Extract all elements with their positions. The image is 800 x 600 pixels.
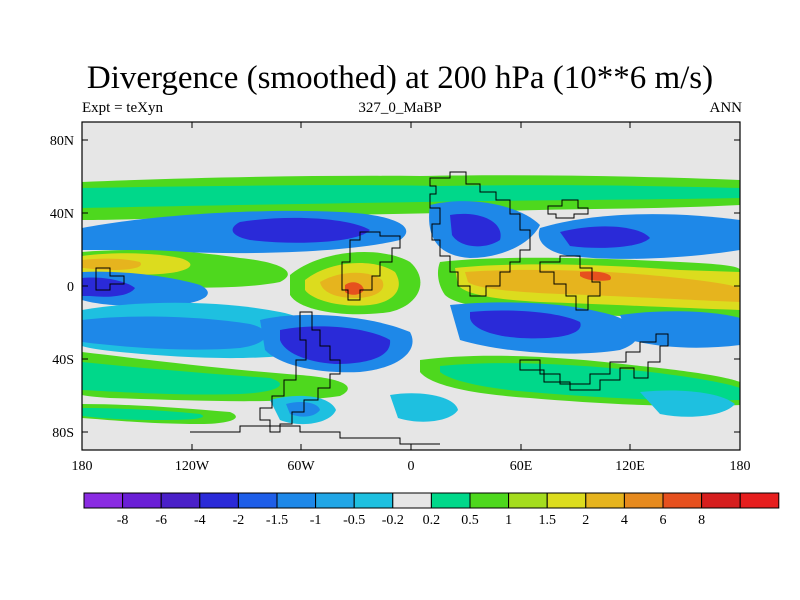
colorbar-label: -8 (117, 513, 129, 528)
colorbar-label: -0.2 (382, 513, 404, 528)
y-tick-0: 0 (67, 280, 74, 295)
season-label: ANN (709, 100, 743, 116)
y-tick-40s: 40S (52, 353, 74, 368)
colorbar-swatch (160, 492, 201, 509)
contour-indian-red (580, 271, 611, 281)
contour-north-neg-c-core (560, 226, 650, 248)
y-tick-80s: 80S (52, 426, 74, 441)
colorbar-label: -2 (233, 513, 245, 528)
colorbar-label: -1.5 (266, 513, 288, 528)
contour-south-neg-c-core (470, 310, 581, 339)
colorbar-label: 2 (582, 513, 589, 528)
contour-atlantic-pos-red (345, 282, 364, 295)
colorbar-swatch (237, 492, 278, 509)
experiment-label: Expt = teXyn (82, 100, 163, 116)
colorbar-label: 4 (621, 513, 628, 528)
colorbar-swatch (739, 492, 780, 509)
contour-indian-orange (465, 269, 740, 302)
colorbar-label: 6 (660, 513, 667, 528)
colorbar-swatch (546, 492, 587, 509)
colorbar-label: -0.5 (343, 513, 365, 528)
colorbar-label: -1 (310, 513, 322, 528)
continent-outlines (95, 171, 669, 445)
contour-south-neg-d (620, 311, 740, 348)
tick-marks (81, 122, 740, 450)
contour-equator-neg-core (82, 277, 135, 297)
y-tick-80n: 80N (50, 134, 74, 149)
contour-south-neg-a-mid (82, 316, 267, 350)
colorbar-swatch (122, 492, 162, 509)
colorbar (83, 492, 780, 509)
contour-far-south-green (82, 408, 204, 420)
colorbar-swatch (508, 492, 548, 509)
colorbar-label: 0.2 (423, 513, 441, 528)
colorbar-label: 8 (698, 513, 705, 528)
colorbar-label: 0.5 (461, 513, 479, 528)
contour-north-neg-a-core (232, 217, 370, 243)
colorbar-swatch (585, 492, 625, 509)
colorbar-swatch (623, 492, 664, 509)
divergence-field (82, 122, 740, 450)
contour-north-weakpos2 (82, 185, 740, 208)
colorbar-swatch (83, 492, 124, 509)
colorbar-swatch (315, 492, 355, 509)
colorbar-label: 1 (505, 513, 512, 528)
colorbar-labels: -8 -6 -4 -2 -1.5 -1 -0.5 -0.2 0.2 0.5 1 … (117, 513, 705, 528)
colorbar-label: 1.5 (538, 513, 556, 528)
contour-south-neg-b-core (280, 326, 391, 364)
colorbar-swatch (199, 492, 239, 509)
colorbar-swatch (662, 492, 703, 509)
x-tick-60e: 60E (510, 459, 533, 474)
contour-far-south-neg-b (390, 393, 458, 422)
colorbar-swatch (701, 492, 741, 509)
contour-north-neg-b-core (450, 213, 501, 247)
x-tick-0: 0 (408, 459, 415, 474)
contour-far-south-neg-c (640, 390, 735, 417)
x-tick-180w: 180 (72, 459, 93, 474)
colorbar-swatch (276, 492, 317, 509)
contour-south-pos-green (82, 362, 280, 395)
contour-subtrop-orange (82, 258, 141, 270)
colorbar-swatch (469, 492, 510, 509)
x-tick-180e: 180 (730, 459, 751, 474)
colorbar-swatch (430, 492, 471, 509)
colorbar-label: -4 (194, 513, 206, 528)
y-tick-40n: 40N (50, 207, 74, 222)
x-tick-60w: 60W (287, 459, 315, 474)
colorbar-label: -6 (155, 513, 167, 528)
x-tick-120w: 120W (175, 459, 210, 474)
colorbar-swatch (392, 492, 432, 509)
contour-far-south-neg-d (286, 402, 320, 417)
colorbar-swatch (353, 492, 394, 509)
case-label: 327_0_MaBP (358, 100, 442, 116)
x-tick-120e: 120E (615, 459, 645, 474)
plot-title: Divergence (smoothed) at 200 hPa (10**6 … (86, 60, 714, 96)
